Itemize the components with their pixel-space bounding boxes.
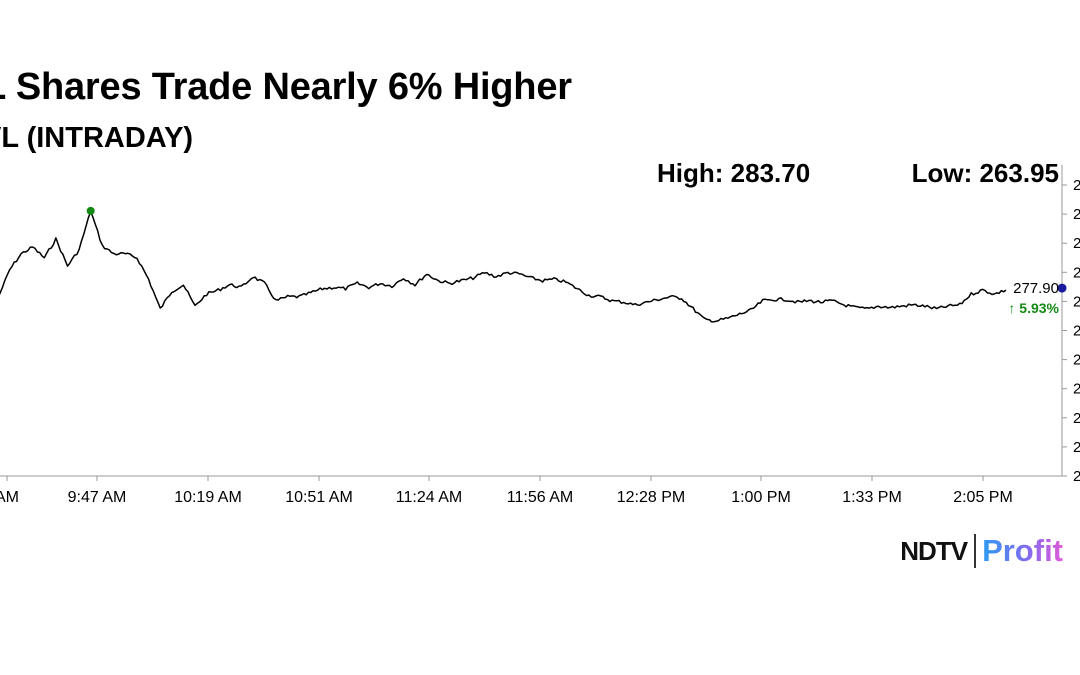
logo-profit: Profit — [982, 533, 1063, 568]
y-tick-label: 2 — [1073, 352, 1080, 369]
series-line — [0, 210, 1007, 323]
markers — [86, 206, 1067, 293]
series-group — [0, 210, 1007, 323]
logo-ndtv: NDTV — [900, 535, 968, 566]
high-label: High: 283.70 — [657, 158, 811, 188]
last-price-marker — [1057, 283, 1067, 293]
y-tick-label: 2 — [1073, 439, 1080, 456]
y-tick-label: 2 — [1073, 410, 1080, 427]
change-label: ↑ 5.93% — [1008, 300, 1059, 316]
x-tick-label: 1:00 PM — [731, 489, 791, 506]
y-tick-label: 2 — [1073, 264, 1080, 281]
x-tick-label: AM — [0, 489, 19, 506]
x-tick-label: 2:05 PM — [953, 489, 1013, 506]
y-tick-label: 2 — [1073, 323, 1080, 340]
high-marker — [86, 206, 95, 215]
x-axis-ticks: AM 9:47 AM 10:19 AM 10:51 AM 11:24 AM 11:56 A… — [0, 476, 1013, 506]
last-value-label: 277.90 — [1013, 280, 1059, 297]
y-tick-label: 2 — [1073, 235, 1080, 252]
x-tick-label: 10:51 AM — [285, 489, 353, 506]
axes — [0, 165, 1063, 477]
chart-subtitle: VL (INTRADAY) — [0, 122, 194, 154]
x-tick-label: 11:24 AM — [396, 489, 462, 506]
x-tick-label: 1:33 PM — [842, 489, 902, 506]
logo-divider — [974, 534, 977, 568]
low-label: Low: 263.95 — [911, 158, 1059, 188]
y-tick-label: 2 — [1073, 206, 1080, 223]
ndtv-profit-logo: NDTV Profit — [900, 533, 1063, 569]
chart-title: VL Shares Trade Nearly 6% Higher — [0, 66, 572, 108]
y-axis-ticks: 2 2 2 2 2 2 2 2 2 2 2 — [1062, 177, 1080, 485]
y-tick-label: 2 — [1073, 293, 1080, 310]
x-tick-label: 12:28 PM — [617, 489, 685, 506]
x-tick-label: 9:47 AM — [68, 489, 127, 506]
x-tick-label: 11:56 AM — [507, 489, 573, 506]
y-tick-label: 2 — [1073, 468, 1080, 485]
y-tick-label: 2 — [1073, 381, 1080, 398]
x-tick-label: 10:19 AM — [174, 489, 242, 506]
y-tick-label: 2 — [1073, 177, 1080, 194]
